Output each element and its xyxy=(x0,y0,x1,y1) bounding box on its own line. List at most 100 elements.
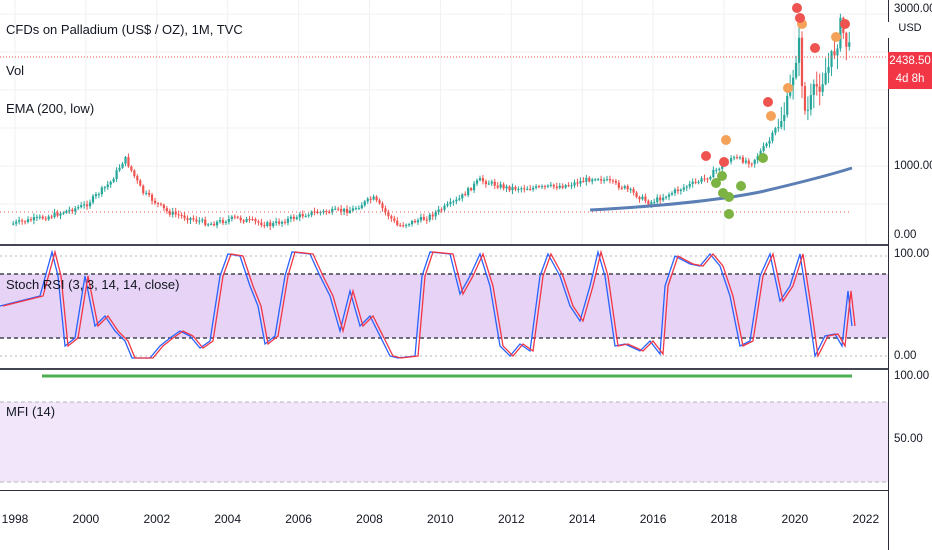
candle-body xyxy=(499,184,502,188)
candle-body xyxy=(824,72,827,85)
candle-body xyxy=(239,217,242,221)
stoch-d-line xyxy=(2,249,856,359)
candle-body xyxy=(514,187,517,190)
candle-body xyxy=(286,218,290,223)
candle-body xyxy=(384,208,387,212)
candle-body xyxy=(91,196,95,203)
candle-body xyxy=(673,189,677,194)
candle-body xyxy=(472,183,476,191)
price-chart[interactable] xyxy=(0,0,888,244)
candle-body xyxy=(845,32,848,47)
candle-body xyxy=(487,183,490,185)
candle-body xyxy=(600,179,603,181)
candle-body xyxy=(50,216,53,218)
time-axis-tick: 2020 xyxy=(781,512,809,526)
candle-body xyxy=(360,205,363,209)
candle-body xyxy=(715,169,718,171)
candle-body xyxy=(165,208,168,212)
time-axis-tick: 1998 xyxy=(1,512,29,526)
candle-body xyxy=(738,157,742,159)
candle-body xyxy=(694,181,697,183)
candle-body xyxy=(53,212,56,217)
volume-indicator-label[interactable]: Vol xyxy=(6,63,25,78)
candle-body xyxy=(839,17,842,49)
candle-body xyxy=(242,220,245,222)
candle-body xyxy=(626,186,629,190)
mfi-chart[interactable] xyxy=(0,370,888,490)
candle-body xyxy=(437,209,440,213)
candle-body xyxy=(712,169,715,178)
mfi-label[interactable]: MFI (14) xyxy=(6,404,56,419)
candle-body xyxy=(201,219,204,221)
ema-indicator-label[interactable]: EMA (200, low) xyxy=(6,101,95,116)
pane-divider-1[interactable] xyxy=(0,244,888,246)
candle-body xyxy=(505,186,508,189)
candle-body xyxy=(26,219,30,222)
candle-body xyxy=(260,222,263,226)
candle-body xyxy=(467,188,470,196)
candle-body xyxy=(741,157,745,163)
sell-signal-marker xyxy=(701,151,711,161)
mfi-pane[interactable]: MFI (14) xyxy=(0,370,888,490)
candle-body xyxy=(632,189,635,193)
candle-body xyxy=(803,86,807,111)
candle-body xyxy=(65,210,68,213)
candle-body xyxy=(77,207,80,209)
candle-body xyxy=(221,220,225,223)
sell-signal-marker xyxy=(719,157,729,167)
candle-body xyxy=(278,221,281,224)
stoch-rsi-pane[interactable]: Stoch RSI (3, 3, 14, 14, close) xyxy=(0,246,888,368)
candle-body xyxy=(484,181,487,185)
candle-body xyxy=(576,182,579,184)
candle-body xyxy=(676,189,680,192)
candle-body xyxy=(688,183,691,187)
candle-body xyxy=(679,189,682,192)
price-pane[interactable]: CFDs on Palladium (US$ / OZ), 1M, TVC Vo… xyxy=(0,0,888,244)
stoch-axis-label-100: 100.00 xyxy=(894,248,930,260)
candle-body xyxy=(629,189,632,191)
symbol-title[interactable]: CFDs on Palladium (US$ / OZ), 1M, TVC xyxy=(6,22,243,37)
candle-body xyxy=(295,217,298,219)
candle-body xyxy=(337,208,340,210)
candle-body xyxy=(298,214,301,218)
axis-label-1000: 1000.00 xyxy=(894,160,932,172)
candle-body xyxy=(410,220,414,225)
candle-body xyxy=(29,219,33,221)
candle-body xyxy=(307,215,310,217)
candle-body xyxy=(611,180,615,182)
stoch-rsi-label[interactable]: Stoch RSI (3, 3, 14, 14, close) xyxy=(6,277,180,292)
candle-body xyxy=(818,86,821,92)
candle-body xyxy=(62,212,65,214)
candle-body xyxy=(210,223,213,225)
candle-body xyxy=(446,203,449,206)
stoch-rsi-chart[interactable] xyxy=(0,246,888,368)
pane-divider-2[interactable] xyxy=(0,368,888,370)
candle-body xyxy=(266,222,269,227)
candle-body xyxy=(602,179,606,181)
candle-body xyxy=(233,216,236,218)
currency-badge[interactable]: USD xyxy=(888,22,932,38)
price-axis[interactable] xyxy=(888,0,932,550)
candle-body xyxy=(656,197,659,203)
candle-body xyxy=(605,179,609,181)
sell-signal-marker xyxy=(831,32,841,42)
candle-body xyxy=(490,181,493,184)
candle-body xyxy=(718,168,721,170)
sell-signal-marker xyxy=(792,3,802,13)
candle-body xyxy=(806,109,809,111)
candle-body xyxy=(783,114,786,121)
candle-body xyxy=(455,199,458,202)
time-axis[interactable]: 1998 2000 2002 2004 2006 2008 2010 2012 2014 2016… xyxy=(0,491,932,550)
candle-body xyxy=(591,179,594,182)
candle-body xyxy=(532,187,535,190)
candle-body xyxy=(236,216,239,218)
candle-body xyxy=(331,208,334,213)
candle-body xyxy=(650,202,653,205)
candle-body xyxy=(174,211,177,215)
candle-body xyxy=(667,194,671,197)
candle-body xyxy=(588,177,591,182)
candle-body xyxy=(94,194,98,197)
candle-body xyxy=(706,178,709,180)
candle-body xyxy=(313,211,316,213)
candle-body xyxy=(520,188,523,190)
